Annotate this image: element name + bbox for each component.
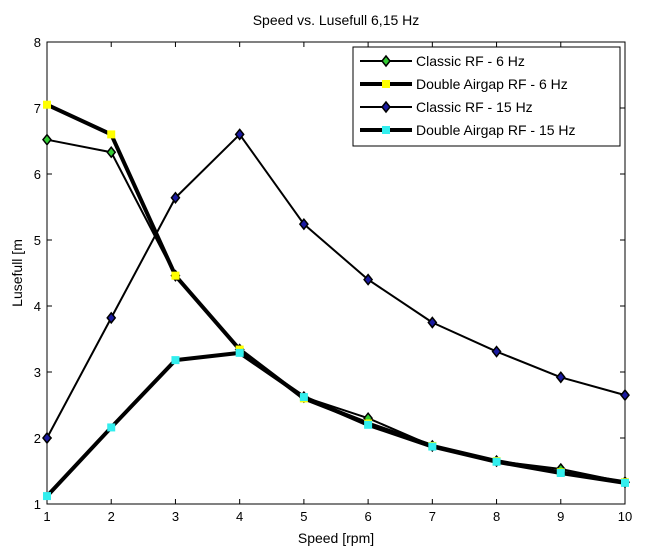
y-tick-label: 6 <box>34 167 41 182</box>
data-point <box>427 316 438 329</box>
data-point <box>363 273 374 286</box>
data-point <box>42 133 52 146</box>
data-point <box>43 492 51 501</box>
legend-marker <box>382 126 390 134</box>
x-tick-label: 10 <box>618 509 632 524</box>
data-point <box>107 130 116 139</box>
data-point <box>106 146 117 159</box>
legend-label: Double Airgap RF - 15 Hz <box>416 122 576 138</box>
x-axis: 1 2 3 4 5 6 7 8 9 10 <box>43 42 632 524</box>
x-tick-label: 6 <box>364 509 371 524</box>
legend-label: Classic RF - 15 Hz <box>416 99 533 115</box>
data-point <box>428 442 437 451</box>
series-layer <box>42 100 630 501</box>
data-point <box>492 457 501 466</box>
data-point <box>171 356 180 365</box>
data-point <box>42 431 52 445</box>
data-point <box>299 393 308 402</box>
legend-marker <box>382 80 390 88</box>
legend-marker <box>381 100 391 114</box>
data-point <box>556 468 565 477</box>
legend-label: Classic RF - 6 Hz <box>416 53 525 69</box>
data-point <box>170 191 181 204</box>
x-tick-label: 9 <box>557 509 564 524</box>
y-tick-label: 4 <box>34 299 41 314</box>
x-tick-label: 7 <box>429 509 436 524</box>
data-point <box>621 478 629 487</box>
y-tick-label: 2 <box>34 431 41 446</box>
y-tick-label: 3 <box>34 365 41 380</box>
x-axis-title: Speed [rpm] <box>298 530 374 546</box>
y-tick-label: 8 <box>34 35 41 50</box>
y-tick-label: 5 <box>34 233 41 248</box>
legend-entry: Classic RF - 6 Hz <box>360 53 525 69</box>
legend-label: Double Airgap RF - 6 Hz <box>416 76 568 92</box>
data-point <box>106 311 117 325</box>
x-tick-label: 8 <box>493 509 500 524</box>
data-point <box>364 420 373 429</box>
x-tick-label: 5 <box>300 509 307 524</box>
data-point <box>171 271 180 280</box>
y-axis-title: Lusefull [m <box>9 239 25 307</box>
x-tick-label: 1 <box>43 509 50 524</box>
series-4 <box>43 348 629 501</box>
data-point <box>43 100 51 109</box>
legend-entry: Double Airgap RF - 15 Hz <box>360 122 576 138</box>
x-tick-label: 2 <box>108 509 115 524</box>
chart-title: Speed vs. Lusefull 6,15 Hz <box>253 12 420 28</box>
y-axis: 1 2 3 4 5 6 7 8 <box>34 35 625 512</box>
legend-entry: Classic RF - 15 Hz <box>360 99 533 115</box>
series-line <box>45 350 626 498</box>
data-point <box>235 348 244 357</box>
data-point <box>491 345 502 358</box>
series-3 <box>42 128 630 445</box>
legend-entry: Double Airgap RF - 6 Hz <box>360 76 568 92</box>
data-point <box>107 423 116 432</box>
data-point <box>234 128 245 141</box>
legend-marker <box>381 54 391 68</box>
y-tick-label: 7 <box>34 101 41 116</box>
x-tick-label: 4 <box>236 509 243 524</box>
y-tick-label: 1 <box>34 497 41 512</box>
series-line <box>46 133 626 439</box>
data-point <box>298 217 309 231</box>
legend: Classic RF - 6 Hz Double Airgap RF - 6 Hz… <box>352 46 621 147</box>
data-point <box>620 388 630 402</box>
data-point <box>555 371 566 384</box>
x-tick-label: 3 <box>172 509 179 524</box>
